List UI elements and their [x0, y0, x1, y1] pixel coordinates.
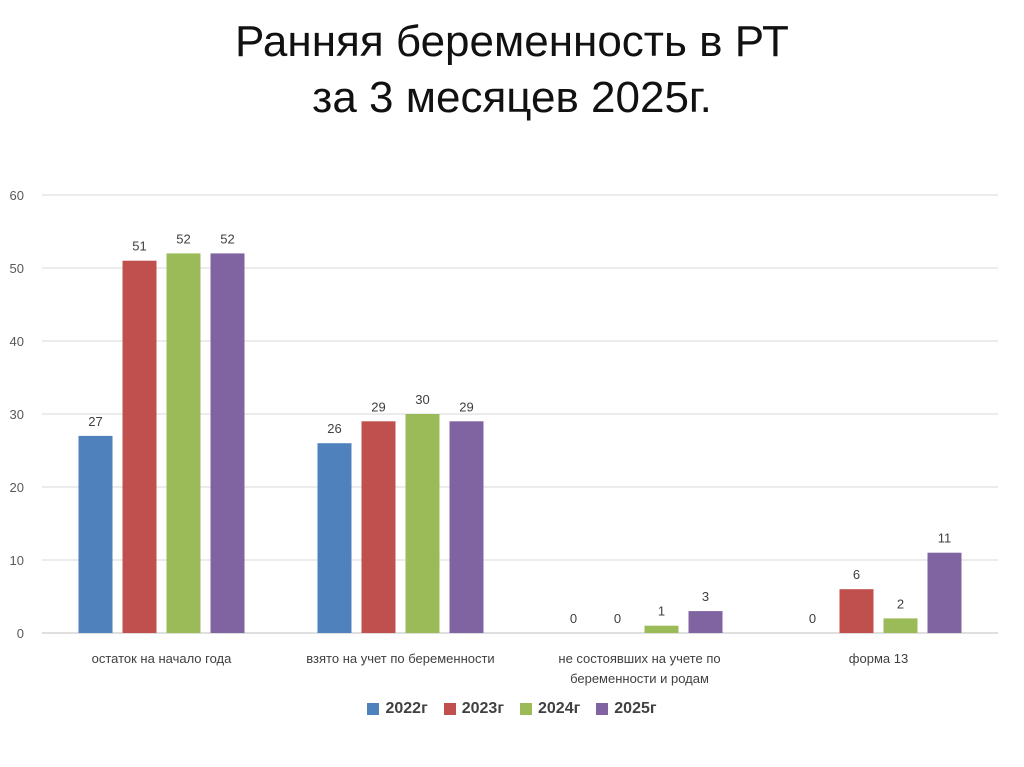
- data-label: 1: [658, 604, 665, 619]
- data-label: 29: [371, 399, 385, 414]
- legend-swatch: [367, 703, 380, 715]
- y-tick-label: 30: [10, 407, 24, 422]
- y-tick-label: 40: [10, 334, 24, 349]
- legend-item: 2025г: [596, 700, 657, 718]
- data-label: 51: [132, 239, 146, 254]
- bar: [644, 625, 679, 633]
- legend-item: 2023г: [443, 700, 504, 718]
- bar: [883, 618, 918, 633]
- legend-swatch: [520, 703, 532, 715]
- legend-item: 2024г: [520, 700, 580, 718]
- data-label: 11: [938, 531, 952, 546]
- bar: [839, 589, 874, 633]
- chart-title-line2: за 3 месяцев 2025г.: [312, 73, 712, 122]
- legend-label: 2024г: [538, 700, 581, 717]
- chart-title-line1: Ранняя беременность в РТ: [235, 17, 789, 66]
- data-label: 30: [415, 392, 429, 407]
- data-label: 0: [614, 611, 621, 626]
- bar: [166, 253, 201, 633]
- bar: [449, 421, 484, 633]
- data-label: 26: [327, 421, 341, 436]
- x-category-label: взято на учет по беременности: [306, 651, 494, 666]
- legend-label: 2023г: [461, 700, 504, 717]
- x-category-label: беременности и родам: [570, 671, 709, 686]
- legend-label: 2022г: [385, 700, 428, 717]
- data-label: 52: [220, 231, 234, 246]
- data-label: 29: [459, 399, 473, 414]
- bar: [210, 253, 245, 633]
- bar: [361, 421, 396, 633]
- chart-legend: 2022г 2023г 2024г 2025г: [0, 700, 1024, 718]
- y-tick-label: 20: [10, 480, 24, 495]
- data-label: 0: [809, 611, 816, 626]
- data-label: 27: [88, 414, 102, 429]
- bar: [78, 435, 113, 633]
- data-label: 0: [570, 611, 577, 626]
- legend-swatch: [596, 703, 609, 715]
- bar: [927, 552, 962, 633]
- data-label: 2: [897, 596, 904, 611]
- y-tick-label: 0: [17, 626, 24, 641]
- y-tick-label: 60: [10, 188, 24, 203]
- chart-title: Ранняя беременность в РТ за 3 месяцев 20…: [0, 14, 1024, 126]
- x-category-label: не состоявших на учете по: [558, 651, 720, 666]
- bar: [317, 443, 352, 633]
- data-label: 52: [176, 231, 190, 246]
- data-label: 3: [702, 589, 709, 604]
- data-label: 6: [853, 567, 860, 582]
- legend-label: 2025г: [614, 700, 657, 717]
- y-tick-label: 10: [10, 553, 24, 568]
- bar: [405, 414, 440, 633]
- legend-item: 2022г: [367, 700, 428, 718]
- bar: [688, 611, 723, 633]
- bar: [122, 260, 157, 633]
- y-tick-label: 50: [10, 261, 24, 276]
- legend-swatch: [443, 703, 456, 715]
- x-category-label: остаток на начало года: [92, 651, 233, 666]
- x-category-label: форма 13: [849, 651, 908, 666]
